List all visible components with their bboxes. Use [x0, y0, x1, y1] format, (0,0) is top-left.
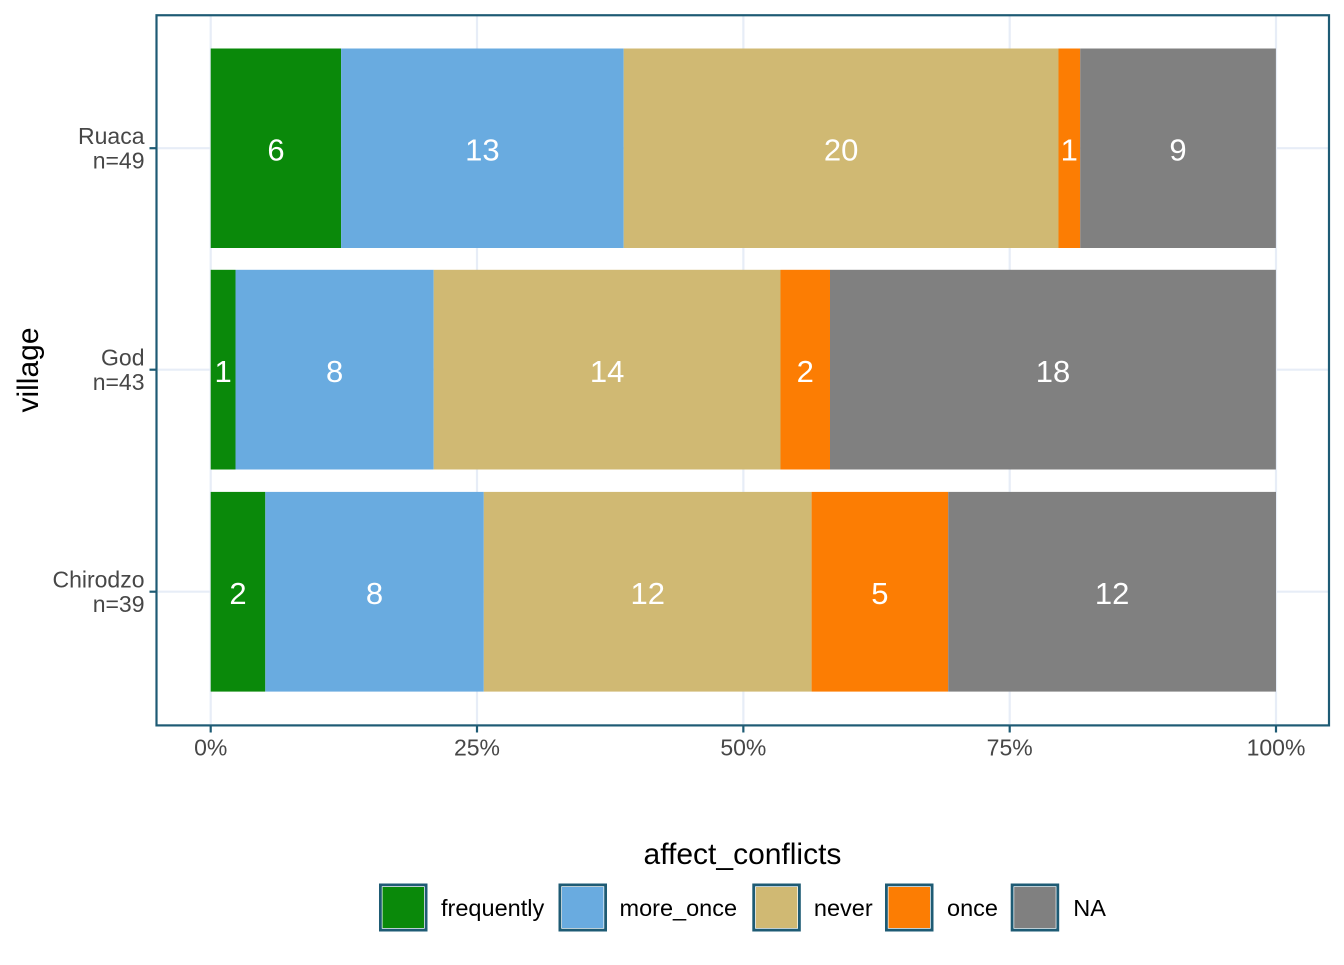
svg-text:6: 6 [267, 132, 284, 167]
svg-text:12: 12 [1095, 576, 1129, 611]
svg-text:2: 2 [229, 576, 246, 611]
svg-text:20: 20 [824, 132, 858, 167]
svg-text:8: 8 [326, 354, 343, 389]
svg-text:n=39: n=39 [93, 591, 145, 617]
svg-text:n=49: n=49 [93, 148, 145, 174]
svg-text:9: 9 [1169, 132, 1186, 167]
svg-text:frequently: frequently [441, 895, 544, 921]
svg-text:5: 5 [871, 576, 888, 611]
svg-text:NA: NA [1073, 895, 1106, 921]
svg-text:affect_conflicts: affect_conflicts [644, 838, 842, 871]
svg-text:more_once: more_once [620, 895, 738, 921]
svg-text:14: 14 [590, 354, 624, 389]
svg-text:village: village [12, 327, 45, 412]
svg-text:18: 18 [1036, 354, 1070, 389]
svg-text:Chirodzo: Chirodzo [52, 567, 144, 593]
svg-text:1: 1 [214, 354, 231, 389]
svg-text:100%: 100% [1247, 735, 1306, 761]
svg-text:1: 1 [1061, 132, 1078, 167]
svg-text:God: God [101, 345, 144, 371]
svg-text:12: 12 [630, 576, 664, 611]
svg-text:Ruaca: Ruaca [78, 123, 145, 149]
svg-text:never: never [814, 895, 873, 921]
svg-text:25%: 25% [454, 735, 500, 761]
svg-text:0%: 0% [194, 735, 227, 761]
svg-text:once: once [947, 895, 998, 921]
svg-text:50%: 50% [720, 735, 766, 761]
svg-text:13: 13 [465, 132, 499, 167]
svg-text:2: 2 [797, 354, 814, 389]
svg-text:n=43: n=43 [93, 369, 145, 395]
svg-text:75%: 75% [987, 735, 1033, 761]
svg-text:8: 8 [366, 576, 383, 611]
